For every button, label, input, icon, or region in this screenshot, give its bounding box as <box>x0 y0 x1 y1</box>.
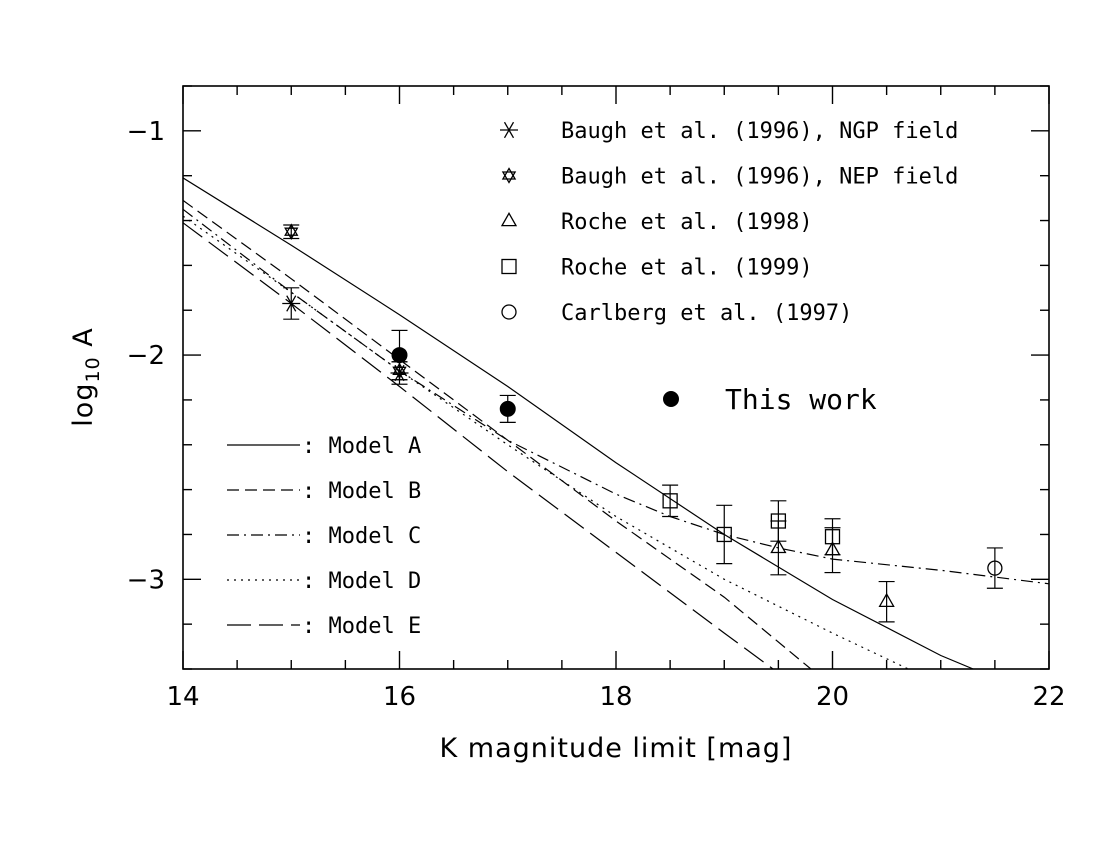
legend-label: Roche et al. (1998) <box>561 210 813 235</box>
y-axis-label: log10 A <box>68 327 104 426</box>
data-points <box>282 223 1003 623</box>
model-line-e <box>183 222 774 669</box>
model-legend-label: : Model E <box>302 614 421 639</box>
model-line-a <box>183 177 974 669</box>
x-tick-label: 16 <box>383 682 416 712</box>
data-point-square <box>770 500 787 542</box>
x-axis-label: K magnitude limit [mag] <box>440 733 793 764</box>
model-legend-label: : Model D <box>302 569 421 594</box>
legend-entry: Roche et al. (1999) <box>501 256 813 281</box>
model-legend-entry: : Model D <box>227 569 421 594</box>
x-tick-label: 18 <box>599 682 632 712</box>
legend-label-this-work: This work <box>725 383 877 416</box>
model-lines <box>183 177 1049 669</box>
model-legend-label: : Model A <box>302 434 421 459</box>
model-line-b <box>183 199 812 669</box>
x-tick-label: 14 <box>166 682 199 712</box>
tick-labels: 14 16 18 20 22 −1 −2 −3 <box>127 117 1066 712</box>
y-tick-label: −3 <box>127 565 165 595</box>
legend-entry: Carlberg et al. (1997) <box>501 301 852 326</box>
data-point-circle <box>986 547 1003 589</box>
data-point-square <box>716 504 733 565</box>
y-tick-label: −2 <box>127 341 165 371</box>
axis-ticks <box>182 85 1050 670</box>
data-point-square <box>662 484 679 518</box>
data-point-triangle <box>878 580 895 623</box>
x-tick-label: 22 <box>1032 682 1065 712</box>
y-tick-label: −1 <box>127 117 165 147</box>
legend-entry: Roche et al. (1998) <box>500 210 813 235</box>
legend-entry: Baugh et al. (1996), NGP field <box>500 119 958 144</box>
model-legend-label: : Model B <box>302 479 421 504</box>
legend-label: Roche et al. (1999) <box>561 256 813 281</box>
model-legend-entry: : Model A <box>227 434 421 459</box>
data-point-square <box>824 518 841 556</box>
legend-entry: Baugh et al. (1996), NEP field <box>501 165 958 190</box>
x-tick-label: 20 <box>816 682 849 712</box>
data-point-asterisk <box>282 287 301 320</box>
data-point-star-of-david <box>283 223 300 241</box>
model-legend-label: : Model C <box>302 524 421 549</box>
model-line-d <box>183 215 909 669</box>
model-legend: : Model A : Model B : Model C : Model D : Mo… <box>227 434 421 639</box>
data-point-filled-circle <box>391 329 408 381</box>
legend-label: Baugh et al. (1996), NGP field <box>561 119 958 144</box>
model-legend-entry: : Model C <box>227 524 421 549</box>
legend-label: Carlberg et al. (1997) <box>561 301 852 326</box>
legend-entry-this-work: This work <box>663 383 877 416</box>
legend: Baugh et al. (1996), NGP field Baugh et a… <box>500 119 958 416</box>
model-legend-entry: : Model B <box>227 479 421 504</box>
model-legend-entry: : Model E <box>227 614 421 639</box>
data-point-filled-circle <box>499 394 516 423</box>
legend-label: Baugh et al. (1996), NEP field <box>561 165 958 190</box>
